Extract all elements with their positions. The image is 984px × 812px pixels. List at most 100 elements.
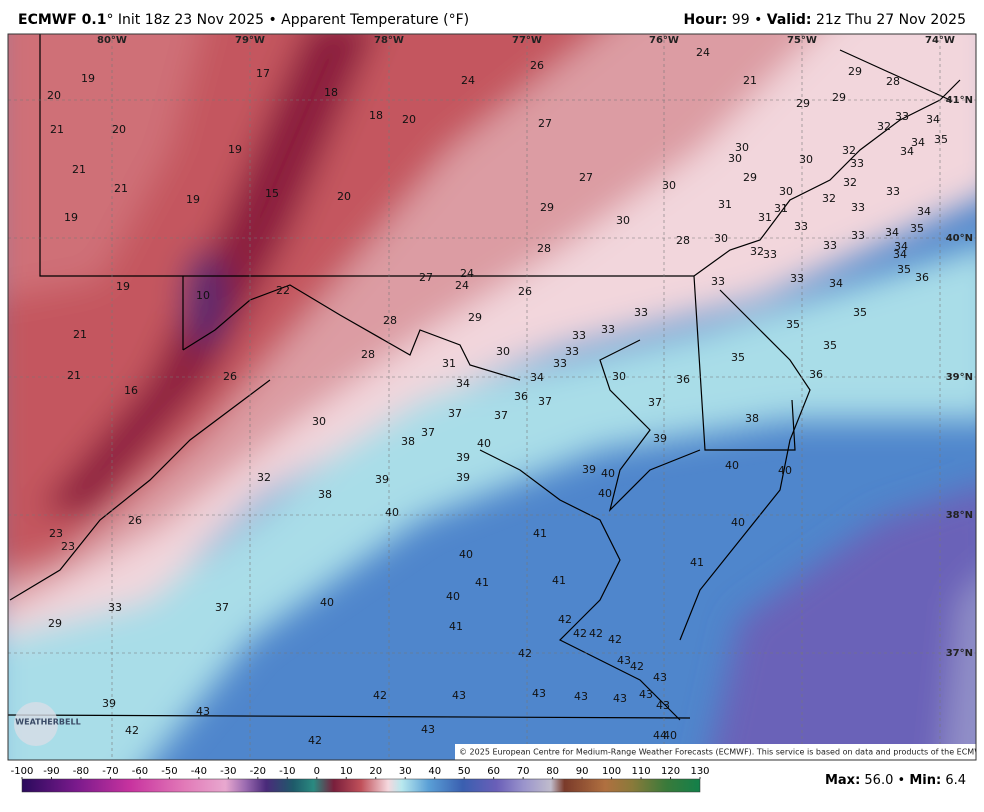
colorbar-tick-label: 20	[369, 766, 382, 777]
temperature-label: 31	[442, 357, 456, 370]
temperature-label: 33	[565, 345, 579, 358]
longitude-label: 77°W	[512, 35, 542, 46]
temperature-label: 24	[460, 267, 474, 280]
temperature-label: 39	[456, 451, 470, 464]
temperature-label: 36	[915, 271, 929, 284]
copyright: © 2025 European Centre for Medium-Range …	[459, 748, 984, 757]
temperature-label: 23	[61, 540, 75, 553]
colorbar-tick-label: 60	[487, 766, 500, 777]
temperature-label: 28	[886, 75, 900, 88]
temperature-label: 33	[850, 157, 864, 170]
temperature-label: 42	[573, 627, 587, 640]
temperature-label: 30	[312, 415, 326, 428]
valid-label: Valid:	[767, 12, 812, 28]
temperature-label: 26	[223, 370, 237, 383]
title-rest: ° Init 18z 23 Nov 2025 • Apparent Temper…	[106, 12, 469, 28]
temperature-label: 40	[778, 464, 792, 477]
temperature-label: 26	[530, 59, 544, 72]
colorbar-tick-label: -30	[220, 766, 236, 777]
temperature-label: 40	[663, 729, 677, 742]
hour-label: Hour:	[684, 12, 728, 28]
temperature-label: 34	[456, 377, 470, 390]
temperature-label: 21	[72, 163, 86, 176]
temperature-label: 40	[731, 516, 745, 529]
temperature-label: 32	[842, 144, 856, 157]
temperature-label: 39	[456, 471, 470, 484]
temperature-label: 43	[196, 705, 210, 718]
temperature-label: 37	[448, 407, 462, 420]
temperature-label: 39	[582, 463, 596, 476]
colorbar-tick-label: -40	[191, 766, 207, 777]
temperature-label: 24	[455, 279, 469, 292]
longitude-label: 75°W	[787, 35, 817, 46]
model: ECMWF 0.1	[18, 12, 106, 28]
colorbar: -100 -90 -80 -70 -60 -50 -40 -30 -20 -10 0 10 20 30 40…	[11, 766, 710, 793]
colorbar-tick-label: -50	[161, 766, 177, 777]
temperature-label: 20	[337, 190, 351, 203]
min-label: Min:	[909, 773, 941, 788]
temperature-label: 30	[612, 370, 626, 383]
copyright-box	[455, 744, 976, 760]
colorbar-tick-label: -90	[43, 766, 59, 777]
temperature-label: 34	[900, 145, 914, 158]
temperature-label: 43	[639, 688, 653, 701]
temperature-label: 20	[112, 123, 126, 136]
temperature-label: 28	[537, 242, 551, 255]
temperature-label: 19	[228, 143, 242, 156]
temperature-label: 37	[648, 396, 662, 409]
temperature-label: 19	[186, 193, 200, 206]
temperature-label: 43	[656, 699, 670, 712]
temperature-label: 33	[794, 220, 808, 233]
temperature-label: 35	[731, 351, 745, 364]
temperature-label: 35	[786, 318, 800, 331]
temperature-label: 40	[601, 467, 615, 480]
colorbar-tick-label: 90	[576, 766, 589, 777]
temperature-label: 37	[538, 395, 552, 408]
temperature-label: 40	[477, 437, 491, 450]
temperature-label: 31	[774, 202, 788, 215]
temperature-label: 38	[401, 435, 415, 448]
temperature-label: 33	[601, 323, 615, 336]
temperature-label: 42	[518, 647, 532, 660]
temperature-label: 33	[572, 329, 586, 342]
colorbar-tick-label: -100	[11, 766, 34, 777]
temperature-label: 35	[934, 133, 948, 146]
latitude-label: 39°N	[946, 372, 973, 383]
temperature-label: 41	[552, 574, 566, 587]
colorbar-tick-label: 50	[458, 766, 471, 777]
latitude-label: 40°N	[946, 233, 973, 244]
temperature-label: 42	[608, 633, 622, 646]
graticule-labels: 80°W 79°W 78°W 77°W 76°W 75°W 74°W 41°N 40°N 39°N…	[97, 35, 973, 659]
temperature-label: 35	[853, 306, 867, 319]
temperature-label: 36	[514, 390, 528, 403]
temperature-label: 43	[617, 654, 631, 667]
logo-badge	[14, 702, 58, 746]
temperature-label: 30	[735, 141, 749, 154]
temperature-label: 19	[81, 72, 95, 85]
temperature-label: 30	[728, 152, 742, 165]
temperature-label: 31	[758, 211, 772, 224]
separator: •	[754, 12, 762, 28]
temperature-label: 35	[823, 339, 837, 352]
max-label: Max:	[825, 773, 860, 788]
map-frame	[7, 33, 977, 761]
latitude-label: 37°N	[946, 648, 973, 659]
temperature-label: 41	[449, 620, 463, 633]
longitude-label: 74°W	[925, 35, 955, 46]
temperature-label: 27	[579, 171, 593, 184]
colorbar-tick-label: 10	[340, 766, 353, 777]
temperature-label: 34	[885, 226, 899, 239]
temperature-label: 26	[518, 285, 532, 298]
temperature-label: 39	[375, 473, 389, 486]
colorbar-tick-label: 40	[428, 766, 441, 777]
temperature-label: 21	[743, 74, 757, 87]
temperature-label: 43	[653, 671, 667, 684]
temperature-label: 27	[538, 117, 552, 130]
temperature-label: 28	[383, 314, 397, 327]
footer-stats: Max: 56.0 • Min: 6.4	[825, 773, 966, 788]
colorbar-tick-label: 120	[661, 766, 680, 777]
temperature-label: 43	[613, 692, 627, 705]
longitude-label: 78°W	[374, 35, 404, 46]
